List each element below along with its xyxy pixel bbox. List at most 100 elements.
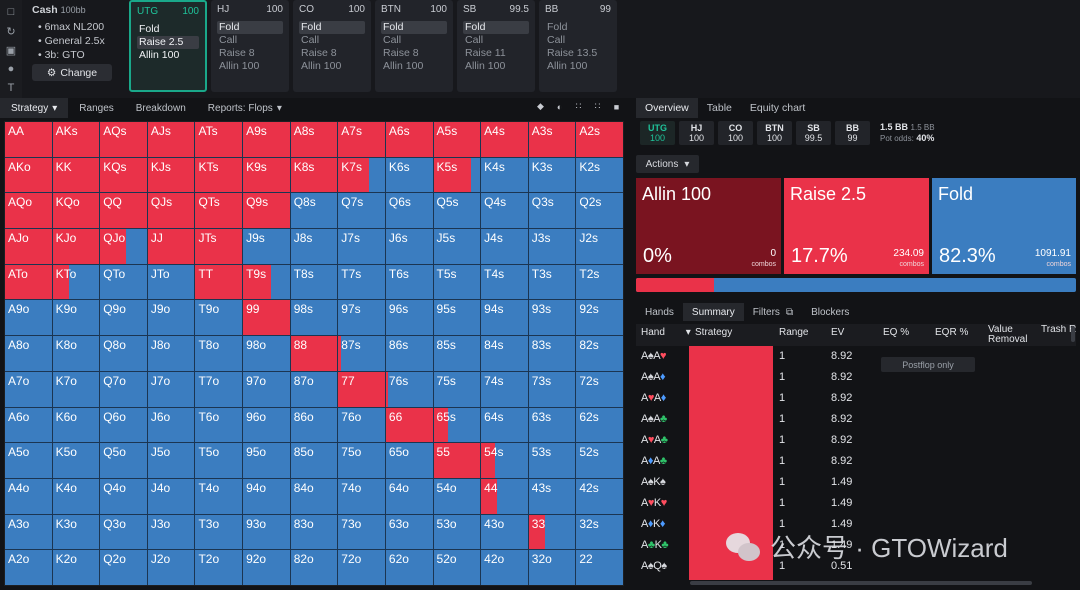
position-button-bb[interactable]: BB 99	[835, 121, 870, 145]
tab-overview[interactable]: Overview	[636, 98, 698, 118]
hand-cell[interactable]: A5o	[5, 443, 52, 478]
hand-cell[interactable]: T9o	[195, 300, 243, 336]
hand-cell[interactable]: 76o	[338, 407, 385, 443]
hand-cell[interactable]: 98s	[290, 300, 338, 336]
hand-cell[interactable]: T2s	[576, 264, 623, 300]
history-icon[interactable]: ↻	[6, 25, 16, 38]
action-option[interactable]: Raise 8	[219, 47, 255, 59]
hand-cell[interactable]: QJs	[147, 193, 195, 229]
action-option[interactable]: Raise 11	[465, 47, 506, 59]
hand-cell[interactable]: K8s	[290, 157, 338, 193]
hand-cell[interactable]: 84o	[290, 478, 338, 514]
position-card-utg[interactable]: UTG 100 Fold Raise 2.5 Allin 100	[129, 0, 207, 92]
table-row[interactable]: A♦A♣ 1 8.92	[636, 451, 1076, 472]
scrollbar-vertical[interactable]	[1071, 326, 1075, 342]
table-row[interactable]: A♠K♠ 1 1.49	[636, 472, 1076, 493]
hand-cell[interactable]: KJo	[52, 229, 100, 264]
position-button-btn[interactable]: BTN 100	[757, 121, 792, 145]
hand-cell[interactable]: K4o	[52, 478, 100, 514]
hand-cell[interactable]: 95s	[433, 300, 481, 336]
hand-cell[interactable]: J9o	[147, 300, 195, 336]
hand-cell[interactable]: 87s	[338, 336, 385, 371]
tab-summary[interactable]: Summary	[682, 303, 744, 321]
position-card-co[interactable]: CO 100 Fold Call Raise 8 Allin 100	[293, 0, 371, 92]
hand-cell[interactable]: A3s	[528, 122, 576, 157]
hand-cell[interactable]: 72o	[338, 550, 385, 585]
hand-cell[interactable]: KK	[52, 157, 100, 193]
hand-cell[interactable]: 76s	[385, 371, 433, 407]
col-value-removal[interactable]: Value Removal	[988, 324, 1028, 345]
hand-cell[interactable]: AQs	[100, 122, 147, 157]
hand-cell[interactable]: 54o	[433, 478, 481, 514]
hand-cell[interactable]: K3s	[528, 157, 576, 193]
hand-cell[interactable]: T3s	[528, 264, 576, 300]
hand-cell[interactable]: 98o	[243, 336, 290, 371]
hand-cell[interactable]: 22	[576, 550, 623, 585]
hand-cell[interactable]: 84s	[481, 336, 528, 371]
position-button-co[interactable]: CO 100	[718, 121, 753, 145]
hand-cell[interactable]: QQ	[100, 193, 147, 229]
hand-cell[interactable]: KQs	[100, 157, 147, 193]
bookmark-icon[interactable]: □	[7, 6, 15, 18]
hand-cell[interactable]: JTs	[195, 229, 243, 264]
hand-cell[interactable]: 32o	[528, 550, 576, 585]
hand-cell[interactable]: A8o	[5, 336, 52, 371]
hand-cell[interactable]: 85o	[290, 443, 338, 478]
action-box[interactable]: Fold 82.3% 1091.91 combos	[932, 178, 1076, 274]
hand-cell[interactable]: K6s	[385, 157, 433, 193]
hand-cell[interactable]: T7o	[195, 371, 243, 407]
action-option[interactable]: Call	[383, 34, 402, 46]
action-option[interactable]: Fold	[217, 21, 283, 34]
contrast-icon[interactable]: ◐	[556, 101, 563, 112]
hand-cell[interactable]: 96o	[243, 407, 290, 443]
hand-cell[interactable]: 65s	[433, 407, 481, 443]
hand-cell[interactable]: AJs	[147, 122, 195, 157]
hand-cell[interactable]: Q2s	[576, 193, 623, 229]
hand-cell[interactable]: QTo	[100, 264, 147, 300]
hand-cell[interactable]: A9s	[243, 122, 290, 157]
hand-cell[interactable]: T2o	[195, 550, 243, 585]
hand-cell[interactable]: Q4o	[100, 478, 147, 514]
hand-cell[interactable]: J7o	[147, 371, 195, 407]
hand-cell[interactable]: 74o	[338, 478, 385, 514]
action-option[interactable]: Raise 8	[301, 47, 337, 59]
hand-cell[interactable]: KQo	[52, 193, 100, 229]
hand-cell[interactable]: AKs	[52, 122, 100, 157]
hand-cell[interactable]: 66	[385, 407, 433, 443]
hand-cell[interactable]: 52s	[576, 443, 623, 478]
hand-cell[interactable]: Q9o	[100, 300, 147, 336]
hand-cell[interactable]: T4o	[195, 478, 243, 514]
action-box[interactable]: Raise 2.5 17.7% 234.09 combos	[784, 178, 929, 274]
action-option[interactable]: Fold	[299, 21, 365, 34]
hand-cell[interactable]: J2s	[576, 229, 623, 264]
hand-cell[interactable]: J7s	[338, 229, 385, 264]
hand-cell[interactable]: T6s	[385, 264, 433, 300]
hand-cell[interactable]: A9o	[5, 300, 52, 336]
table-row[interactable]: A♦K♦ 1 1.49	[636, 514, 1076, 535]
change-button[interactable]: ⚙ Change	[32, 64, 112, 81]
square-icon[interactable]: ■	[613, 101, 620, 112]
hand-cell[interactable]: 64o	[385, 478, 433, 514]
hand-cell[interactable]: A7s	[338, 122, 385, 157]
action-option[interactable]: Allin 100	[383, 60, 424, 72]
hand-cell[interactable]: Q8o	[100, 336, 147, 371]
tab-blockers[interactable]: Blockers	[811, 306, 850, 318]
tab-filters[interactable]: Filters ⧉	[752, 306, 794, 318]
hand-cell[interactable]: K9s	[243, 157, 290, 193]
table-row[interactable]: A♥K♥ 1 1.49	[636, 493, 1076, 514]
action-option[interactable]: Fold	[139, 23, 160, 35]
hand-cell[interactable]: A6s	[385, 122, 433, 157]
hand-cell[interactable]: 82o	[290, 550, 338, 585]
hand-cell[interactable]: 94s	[481, 300, 528, 336]
hand-cell[interactable]: JJ	[147, 229, 195, 264]
hand-cell[interactable]: Q6o	[100, 407, 147, 443]
hand-cell[interactable]: Q7s	[338, 193, 385, 229]
hand-cell[interactable]: 42o	[481, 550, 528, 585]
action-option[interactable]: Allin 100	[219, 60, 260, 72]
hand-cell[interactable]: 85s	[433, 336, 481, 371]
hand-cell[interactable]: Q6s	[385, 193, 433, 229]
hand-cell[interactable]: 86o	[290, 407, 338, 443]
hand-cell[interactable]: K8o	[52, 336, 100, 371]
hand-cell[interactable]: J6o	[147, 407, 195, 443]
hand-cell[interactable]: K6o	[52, 407, 100, 443]
